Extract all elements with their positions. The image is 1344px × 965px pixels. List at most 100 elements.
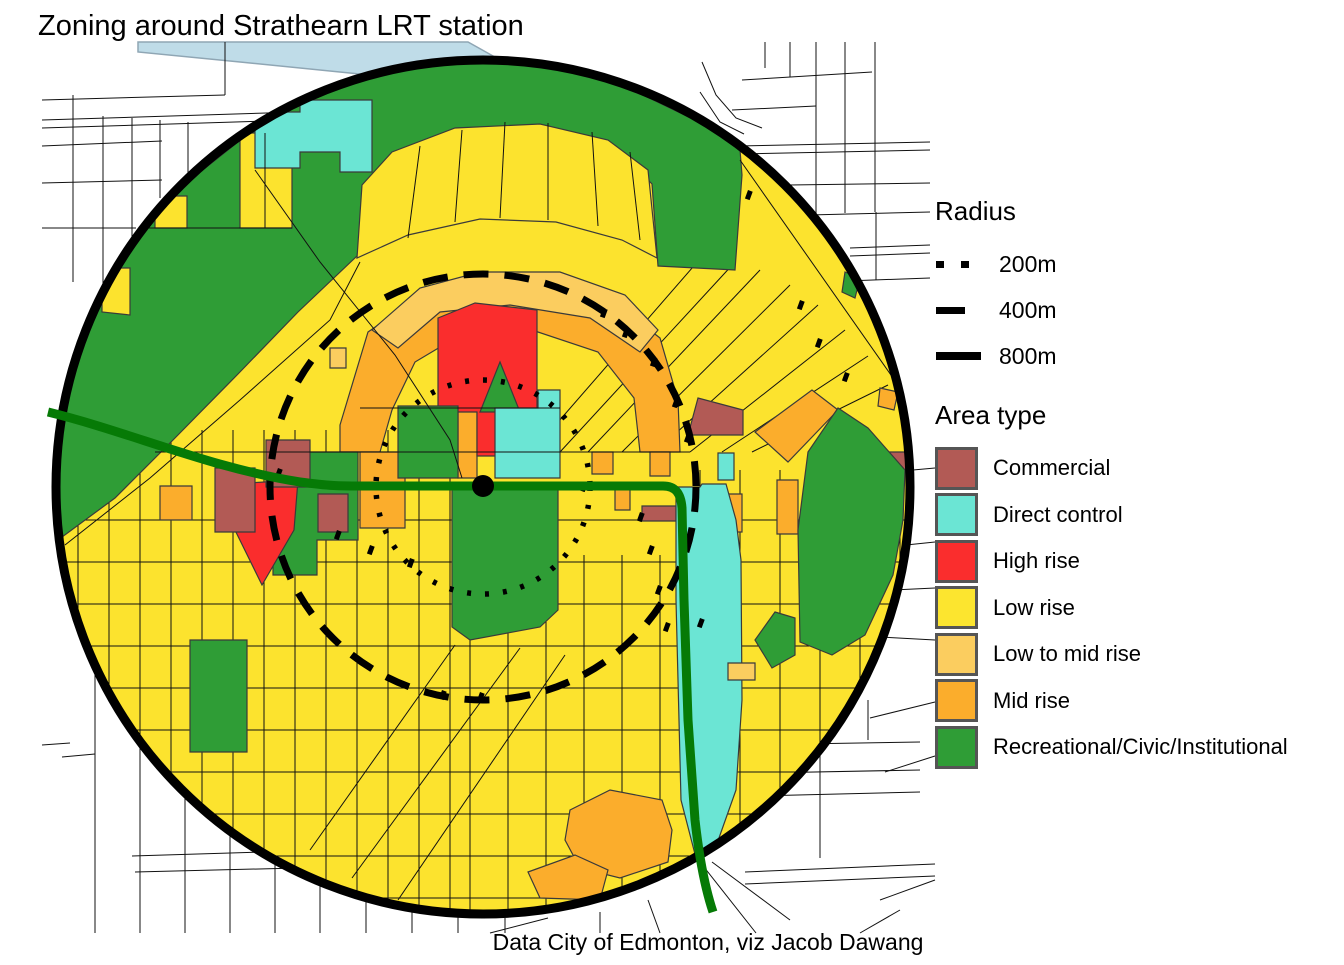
map-label-mark — [814, 338, 823, 349]
parcel-line — [397, 654, 566, 901]
legend-label: Low rise — [993, 594, 1075, 620]
legend-item-mid-rise: Mid rise — [935, 678, 1288, 725]
street-line — [744, 875, 936, 885]
map-label-mark — [599, 307, 608, 319]
street-line — [489, 917, 549, 934]
road-line — [739, 159, 906, 396]
commercial-swatch — [935, 446, 978, 490]
street-line — [699, 91, 745, 135]
map-label-mark — [636, 512, 645, 523]
road-line — [64, 261, 361, 546]
legend-label: Commercial — [993, 455, 1111, 481]
road-line — [454, 129, 463, 223]
street-line — [41, 94, 226, 101]
zone-mid-rise-block — [649, 451, 671, 477]
road-line — [254, 169, 463, 479]
zone-mid-rise-south — [527, 854, 609, 901]
street-line — [61, 753, 96, 758]
map-label-mark — [889, 640, 898, 651]
low-rise-swatch — [935, 586, 978, 630]
street-line — [41, 179, 163, 184]
zone-mid-rise-block — [159, 485, 193, 521]
direct-control-swatch — [935, 493, 978, 537]
map-label-mark — [654, 585, 663, 596]
page-title: Zoning around Strathearn LRT station — [38, 10, 524, 42]
map-label-mark — [696, 618, 705, 629]
map-label-mark — [846, 740, 855, 751]
parcel-line — [654, 304, 819, 453]
high-rise-swatch — [935, 539, 978, 583]
legend-item-direct-control: Direct control — [935, 492, 1288, 539]
street-line — [869, 701, 936, 719]
zone-mid-rise-block — [591, 451, 614, 475]
street-line — [737, 149, 931, 155]
legend-label: Mid rise — [993, 687, 1071, 713]
zone-park-west-of-station — [397, 405, 459, 479]
ring-400m — [266, 270, 700, 704]
zone-commercial-block — [687, 397, 744, 436]
street-line — [731, 105, 817, 111]
parcel-line — [351, 647, 521, 879]
data-credit-caption: Data City of Edmonton, viz Jacob Dawang — [492, 929, 924, 955]
zone-park-east — [797, 407, 906, 656]
legend-item-low-to-mid-rise: Low to mid rise — [935, 631, 1288, 678]
legend-label: High rise — [993, 548, 1080, 574]
map-label-mark — [366, 545, 375, 556]
street-line — [41, 742, 71, 746]
street-line — [701, 61, 763, 129]
map-label-mark — [406, 558, 415, 569]
dotted-line-icon — [936, 261, 969, 268]
recreational-swatch — [935, 725, 978, 769]
radius-item-800m: 800m — [935, 333, 1057, 379]
map-label-mark — [841, 371, 850, 383]
zone-mid-rise-block — [776, 479, 799, 535]
road-line — [499, 121, 506, 219]
legend-item-low-rise: Low rise — [935, 585, 1288, 632]
street-line — [859, 909, 901, 934]
legend-item-commercial: Commercial — [935, 445, 1288, 492]
zone-low-mid-sliver — [329, 347, 347, 369]
lrt-line — [46, 407, 718, 914]
street-line — [41, 140, 163, 147]
radius-item-400m: 400m — [935, 287, 1057, 333]
radius-legend: Radius 200m 400m 800m — [935, 196, 1057, 379]
street-line — [912, 467, 936, 471]
road-line — [591, 131, 599, 227]
low-to-mid-rise-swatch — [935, 632, 978, 676]
street-line — [849, 244, 931, 249]
street-line — [879, 636, 936, 641]
lrt-station-dot — [472, 475, 494, 497]
street-line — [737, 141, 931, 147]
zone-low-mid-block — [727, 662, 756, 681]
zone-mid-rise-column — [457, 405, 478, 479]
street-line — [879, 879, 936, 901]
radius-legend-title: Radius — [935, 196, 1016, 226]
street-line — [647, 899, 661, 934]
legend-label: Direct control — [993, 501, 1123, 527]
zone-central-park — [451, 486, 559, 641]
road-line — [629, 151, 641, 241]
map-label-mark — [744, 189, 753, 201]
street-line — [884, 755, 936, 773]
area-type-legend: Area type Commercial Direct control High… — [935, 400, 1288, 771]
street-line — [41, 111, 301, 121]
zone-direct-control-small — [717, 452, 735, 481]
street-line — [711, 861, 791, 921]
street-line — [699, 861, 757, 934]
zone-park-southwest — [189, 639, 248, 753]
legend-item-high-rise: High rise — [935, 538, 1288, 585]
radius-label: 800m — [999, 342, 1057, 369]
road-line — [407, 145, 421, 239]
zone-commercial-block — [641, 505, 677, 522]
map-label-mark — [646, 545, 655, 556]
zone-commercial-block — [214, 467, 256, 533]
map-label-mark — [333, 530, 342, 541]
legend-label: Low to mid rise — [993, 641, 1141, 667]
legend-label: Recreational/Civic/Institutional — [993, 734, 1288, 760]
street-line — [849, 252, 931, 257]
map-label-mark — [662, 622, 671, 633]
zone-crescent-fan — [356, 123, 658, 260]
street-line — [744, 863, 936, 873]
